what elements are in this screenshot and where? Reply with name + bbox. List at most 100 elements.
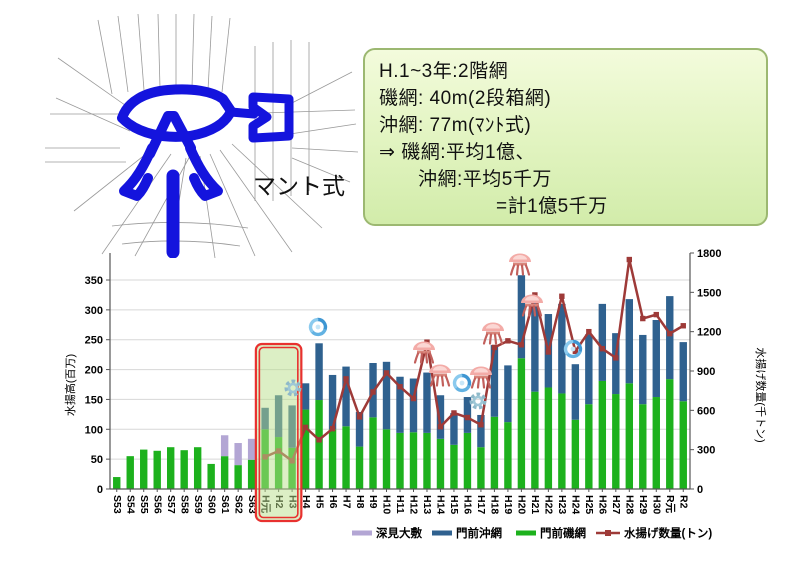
bar-segment	[382, 361, 391, 430]
line-marker	[518, 342, 525, 348]
bar-segment	[544, 387, 553, 489]
bar-segment	[436, 438, 445, 489]
bar-segment	[639, 334, 647, 405]
bar-segment	[666, 379, 674, 489]
bar-segment	[679, 401, 687, 489]
bar-segment	[423, 432, 431, 489]
x-axis-label: H12	[408, 495, 420, 514]
jellyfish-icon	[413, 341, 435, 364]
left-axis-tick: 50	[91, 454, 103, 466]
x-axis-label: H17	[475, 495, 487, 514]
x-axis-label: H15	[448, 495, 460, 514]
x-axis-label: H23	[556, 495, 568, 514]
bar-segment	[490, 345, 499, 417]
bar-segment	[220, 435, 229, 457]
info-box: H.1~3年:2階網 磯網: 40m(2段箱網) 沖網: 77m(ﾏﾝﾄ式) ⇒…	[363, 48, 768, 226]
x-axis-label: R2	[677, 495, 689, 509]
line-marker	[505, 338, 511, 344]
bar-segment	[301, 409, 310, 489]
bar-segment	[166, 447, 175, 489]
x-axis-label: S59	[192, 495, 204, 514]
bar-segment	[679, 342, 687, 402]
left-axis-tick: 100	[85, 424, 103, 436]
catch-quantity-line	[262, 256, 686, 464]
x-axis-label: R元	[664, 495, 676, 514]
chart-legend: 深見大敷 門前沖網 門前磯網 水揚げ数量(トン)	[352, 526, 712, 540]
bar-segment	[315, 400, 323, 489]
bar-segment	[612, 394, 620, 489]
jellyfish-icon	[482, 322, 504, 345]
line-marker	[356, 414, 363, 420]
bar-segment	[369, 417, 377, 489]
left-axis-tick: 350	[85, 275, 103, 287]
right-axis-tick: 600	[697, 405, 715, 417]
bar-segment	[625, 383, 634, 489]
bar-segment	[450, 413, 458, 445]
x-axis-label: H27	[610, 495, 622, 514]
line-marker	[464, 414, 471, 421]
x-axis-label: H22	[543, 495, 555, 514]
left-axis-tick: 300	[85, 305, 103, 317]
x-axis-label: H9	[367, 495, 379, 509]
jellyfish-icon	[470, 366, 492, 389]
bar-segment	[301, 383, 310, 410]
line-marker	[397, 384, 403, 390]
x-axis-label: H25	[583, 495, 595, 514]
left-axis-tick: 150	[85, 394, 103, 406]
line-marker	[559, 293, 565, 299]
line-marker	[302, 424, 309, 431]
x-axis-label: H5	[313, 495, 325, 509]
info-line: =計1億5千万	[379, 196, 608, 217]
bar-segment	[531, 391, 539, 489]
bar-segment	[531, 297, 539, 392]
bar-segment	[504, 422, 512, 489]
bars-group	[113, 275, 687, 489]
bar-segment	[598, 380, 607, 489]
line-marker	[491, 344, 498, 351]
bar-segment	[234, 465, 242, 489]
right-axis-tick: 900	[697, 366, 715, 378]
x-axis-label: S54	[124, 495, 136, 514]
bar-segment	[355, 411, 364, 447]
legend-label: 門前磯網	[540, 526, 586, 540]
line-marker	[329, 425, 336, 432]
typhoon-icon	[452, 373, 472, 393]
jellyfish-icon	[509, 253, 531, 276]
line-marker	[370, 389, 376, 395]
bar-segment	[382, 429, 391, 489]
bar-segment	[612, 333, 620, 395]
x-axis-label: H21	[529, 495, 541, 514]
line-marker	[667, 330, 673, 337]
x-axis-label: S61	[219, 495, 231, 514]
x-axis-label: H16	[462, 495, 474, 514]
line-marker	[545, 349, 552, 355]
x-axis-label: H6	[327, 495, 339, 509]
typhoon-icon	[308, 317, 328, 337]
bar-segment	[207, 463, 215, 489]
x-axis-label: H26	[597, 495, 609, 514]
line-marker	[680, 323, 686, 329]
net-diagram-label: マント式	[253, 173, 345, 199]
bar-segment	[234, 443, 242, 466]
bar-segment	[113, 477, 121, 489]
line-marker	[640, 315, 646, 322]
bar-segment	[463, 432, 472, 489]
x-axis-label: S56	[151, 495, 163, 514]
bar-segment	[477, 414, 485, 448]
bar-segment	[396, 376, 404, 433]
right-axis-tick: 1200	[697, 327, 721, 339]
x-axis-label: H13	[421, 495, 433, 514]
right-axis-title: 水揚げ数量(千トン)	[754, 347, 767, 442]
x-axis-label: S60	[205, 495, 217, 514]
line-marker	[653, 311, 659, 318]
x-axis-label: S57	[165, 495, 177, 514]
net-outline	[117, 84, 294, 259]
line-marker	[410, 395, 417, 402]
x-axis-label: H19	[502, 495, 514, 514]
line-marker	[343, 376, 349, 382]
info-line: 磯網: 40m(2段箱網)	[379, 88, 552, 109]
line-marker	[383, 370, 390, 376]
x-axis-label: H4	[300, 495, 312, 509]
legend-label: 水揚げ数量(トン)	[624, 526, 712, 540]
